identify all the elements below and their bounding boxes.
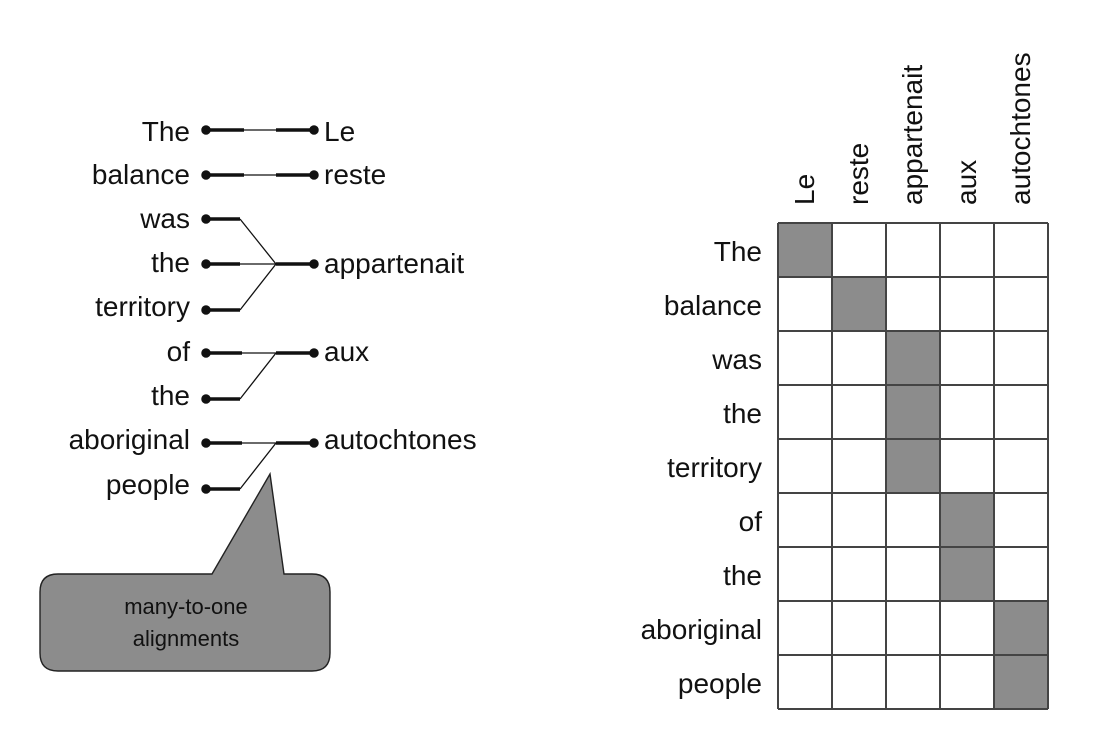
alignment-link [239,263,277,311]
english-word: the [151,247,190,278]
alignment-cell [994,601,1048,655]
matrix-cells [778,223,1048,709]
english-word: was [139,203,190,234]
callout-shape [39,471,331,672]
row-label: of [739,506,763,537]
column-label: aux [951,160,982,205]
callout-bubble: many-to-one alignments [39,471,331,672]
english-word: of [167,336,191,367]
alignment-link [239,218,277,265]
column-label: autochtones [1005,52,1036,205]
column-label: Le [789,174,820,205]
alignment-cell [886,385,940,439]
alignment-link [239,352,277,400]
row-label: people [678,668,762,699]
row-label: The [714,236,762,267]
french-word: aux [324,336,369,367]
row-label: territory [667,452,762,483]
french-word: appartenait [324,248,464,279]
english-word: territory [95,291,190,322]
alignment-cell [940,547,994,601]
alignment-cell [886,439,940,493]
english-word: the [151,380,190,411]
english-word: balance [92,159,190,190]
alignment-cell [832,277,886,331]
french-word: reste [324,159,386,190]
alignment-links [239,129,277,490]
row-label: was [711,344,762,375]
french-word: Le [324,116,355,147]
row-label: balance [664,290,762,321]
row-label: the [723,560,762,591]
row-label: the [723,398,762,429]
french-word: autochtones [324,424,477,455]
alignment-cell [778,223,832,277]
english-stubs [201,125,244,494]
alignment-cell [886,331,940,385]
matrix-grid [777,222,1049,710]
column-label: reste [843,143,874,205]
alignment-diagram: The balance was the territory of the abo… [39,116,477,672]
english-word: people [106,469,190,500]
alignment-cell [994,655,1048,709]
row-label: aboriginal [641,614,762,645]
french-stubs [276,125,319,448]
callout-text-line2: alignments [133,626,239,651]
column-label: appartenait [897,65,928,205]
alignment-link [239,442,277,490]
alignment-matrix: The balance was the territory of the abo… [641,52,1049,710]
callout-text-line1: many-to-one [124,594,248,619]
english-word: The [142,116,190,147]
english-word: aboriginal [69,424,190,455]
alignment-cell [940,493,994,547]
